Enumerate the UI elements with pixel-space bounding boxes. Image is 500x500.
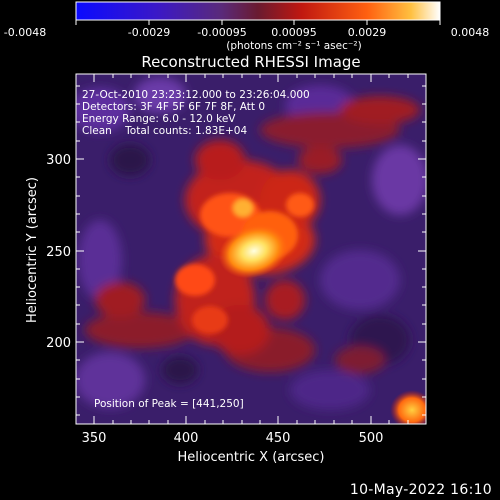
colorbar-tick-label: -0.0029 xyxy=(128,26,170,39)
peak-position-label: Position of Peak = [441,250] xyxy=(94,398,244,410)
colorbar-tick-label: -0.00095 xyxy=(197,26,246,39)
y-axis: 200 250 300 Heliocentric Y (arcsec) xyxy=(25,153,71,351)
emission-peak xyxy=(218,223,290,279)
info-clean-counts: Clean Total counts: 1.83E+04 xyxy=(82,125,247,137)
plot-frame xyxy=(75,73,427,425)
x-tick-label: 400 xyxy=(174,431,199,446)
x-axis: 350 400 450 500 Heliocentric X (arcsec) xyxy=(82,431,384,465)
colorbar-tick-label: 0.00095 xyxy=(271,26,317,39)
colorbar-tick-label: 0.0029 xyxy=(348,26,387,39)
colorbar-ticks xyxy=(75,20,441,25)
y-tick-label: 200 xyxy=(46,336,71,351)
colorbar-tick-label: -0.0048 xyxy=(4,26,46,39)
colorbar: -0.0048 -0.0029 -0.00095 0.00095 0.0029 … xyxy=(4,1,490,52)
x-tick-label: 450 xyxy=(266,431,291,446)
y-tick-label: 250 xyxy=(46,245,71,260)
info-detectors: Detectors: 3F 4F 5F 6F 7F 8F, Att 0 xyxy=(82,101,265,113)
footer-timestamp: 10-May-2022 16:10 xyxy=(349,482,492,498)
y-tick-label: 300 xyxy=(46,153,71,168)
info-energy-range: Energy Range: 6.0 - 12.0 keV xyxy=(82,113,236,125)
x-axis-label: Heliocentric X (arcsec) xyxy=(178,450,325,465)
y-axis-label: Heliocentric Y (arcsec) xyxy=(25,177,40,323)
plot-title: Reconstructed RHESSI Image xyxy=(141,53,360,71)
colorbar-gradient xyxy=(75,1,441,21)
colorbar-units: (photons cm⁻² s⁻¹ asec⁻²) xyxy=(226,40,361,52)
colorbar-tick-label: 0.0048 xyxy=(451,26,490,39)
info-block: 27-Oct-2010 23:23:12.000 to 23:26:04.000… xyxy=(82,89,310,137)
x-tick-label: 350 xyxy=(82,431,107,446)
info-time-range: 27-Oct-2010 23:23:12.000 to 23:26:04.000 xyxy=(82,89,310,101)
x-tick-label: 500 xyxy=(359,431,384,446)
rhessi-image xyxy=(76,74,426,424)
